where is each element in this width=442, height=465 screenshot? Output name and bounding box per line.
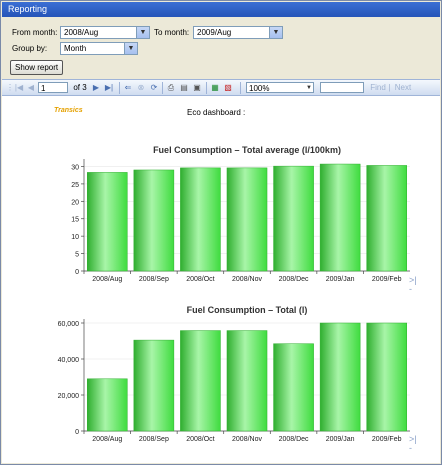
chevron-down-icon[interactable]: ▼ (136, 27, 149, 38)
toolbar-divider (119, 82, 120, 94)
bar (366, 322, 407, 432)
bar (87, 378, 128, 432)
from-month-select[interactable]: 2008/Aug ▼ (60, 26, 150, 39)
first-page-icon[interactable]: |◀ (14, 83, 24, 92)
y-tick-label: 0 (75, 429, 79, 436)
y-tick-label: 30 (71, 164, 79, 171)
group-by-value: Month (64, 44, 87, 53)
x-tick-label: 2009/Feb (372, 436, 402, 443)
vertical-scrollbar[interactable] (428, 96, 440, 463)
x-tick-label: 2009/Feb (372, 276, 402, 283)
find-button[interactable]: Find (370, 83, 386, 92)
report-toolbar: ⋮ |◀ ◀ 1 of 3 ▶ ▶| ⇐ ⊗ ⟳ ⎙ ▤ ▣ ▦ ▧ 100% … (2, 79, 440, 96)
x-tick-label: 2008/Oct (186, 436, 214, 443)
to-month-value: 2009/Aug (197, 28, 232, 37)
x-tick-label: 2008/Aug (92, 276, 122, 283)
chevron-down-icon[interactable]: ▼ (124, 43, 137, 54)
x-tick-label: 2008/Sep (139, 276, 169, 283)
y-tick-label: 60,000 (58, 321, 80, 328)
last-page-icon[interactable]: ▶| (104, 83, 114, 92)
y-tick-label: 20,000 (58, 393, 80, 400)
x-tick-label: 2008/Nov (232, 276, 262, 283)
bar (226, 167, 268, 272)
x-tick-label: 2008/Nov (232, 436, 262, 443)
back-arrow-icon[interactable]: ⇐ (124, 83, 132, 92)
chart-title: Fuel Consumption – Total average (l/100k… (153, 145, 341, 155)
bar (273, 343, 314, 432)
export-excel-icon[interactable]: ▦ (211, 83, 219, 92)
to-month-select[interactable]: 2009/Aug ▼ (193, 26, 283, 39)
y-tick-label: 15 (71, 217, 79, 224)
page-number-input[interactable]: 1 (38, 82, 68, 93)
from-month-label: From month: (12, 28, 58, 37)
toolbar-grip[interactable]: ⋮ (6, 83, 14, 92)
bar (133, 169, 175, 272)
bar (273, 165, 314, 272)
show-report-button[interactable]: Show report (10, 60, 64, 75)
y-tick-label: 10 (71, 234, 79, 241)
chevron-down-icon[interactable]: ▼ (269, 27, 282, 38)
bar (319, 322, 361, 432)
x-tick-label: 2008/Dec (279, 436, 309, 443)
y-tick-label: 0 (75, 269, 79, 276)
find-text-input[interactable] (320, 82, 364, 93)
page-count: of 3 (73, 83, 87, 92)
bar (319, 163, 361, 272)
chart-title: Fuel Consumption – Total (l) (187, 305, 308, 315)
report-title: Eco dashboard : (187, 108, 246, 117)
previous-page-icon[interactable]: ◀ (27, 83, 35, 92)
next-button[interactable]: Next (394, 83, 412, 92)
chart-fuel-avg: Fuel Consumption – Total average (l/100k… (71, 145, 410, 283)
chart-fuel-total: Fuel Consumption – Total (l) 0 20,000 40,00… (58, 305, 410, 443)
window-title: Reporting (2, 2, 440, 17)
bar (133, 339, 175, 432)
to-month-label: To month: (154, 28, 190, 37)
collapse-toggle[interactable]: >| - (409, 434, 417, 453)
group-by-label: Group by: (12, 44, 48, 53)
bar (180, 330, 221, 432)
y-tick-label: 25 (71, 182, 79, 189)
x-tick-label: 2008/Sep (139, 436, 169, 443)
find-separator: | (388, 83, 391, 92)
page-setup-icon[interactable]: ▣ (193, 83, 201, 92)
stop-icon[interactable]: ⊗ (137, 83, 145, 92)
x-tick-label: 2008/Dec (279, 276, 309, 283)
collapse-toggle[interactable]: >| - (409, 275, 417, 294)
bar (87, 172, 128, 272)
transics-logo: Transics (54, 107, 83, 114)
toolbar-divider (206, 82, 207, 94)
x-tick-label: 2008/Aug (92, 436, 122, 443)
report-parameters: From month: 2008/Aug ▼ To month: 2009/Au… (2, 18, 440, 78)
zoom-value: 100% (249, 84, 270, 93)
bar (180, 167, 221, 272)
x-tick-label: 2009/Jan (326, 276, 355, 283)
bar (366, 165, 407, 272)
y-tick-label: 20 (71, 199, 79, 206)
next-page-icon[interactable]: ▶ (92, 83, 100, 92)
y-tick-label: 40,000 (58, 357, 80, 364)
y-tick-label: 5 (75, 252, 79, 259)
print-layout-icon[interactable]: ▤ (180, 83, 188, 92)
export-pdf-icon[interactable]: ▧ (224, 83, 232, 92)
x-tick-label: 2008/Oct (186, 276, 214, 283)
x-tick-label: 2009/Jan (326, 436, 355, 443)
zoom-select[interactable]: 100% (246, 82, 314, 93)
group-by-select[interactable]: Month ▼ (60, 42, 138, 55)
chevron-down-icon[interactable]: ▼ (306, 85, 312, 91)
toolbar-divider (240, 82, 241, 94)
toolbar-divider (162, 82, 163, 94)
print-icon[interactable]: ⎙ (167, 83, 175, 92)
bar (226, 330, 268, 432)
from-month-value: 2008/Aug (64, 28, 99, 37)
refresh-icon[interactable]: ⟳ (150, 83, 158, 92)
